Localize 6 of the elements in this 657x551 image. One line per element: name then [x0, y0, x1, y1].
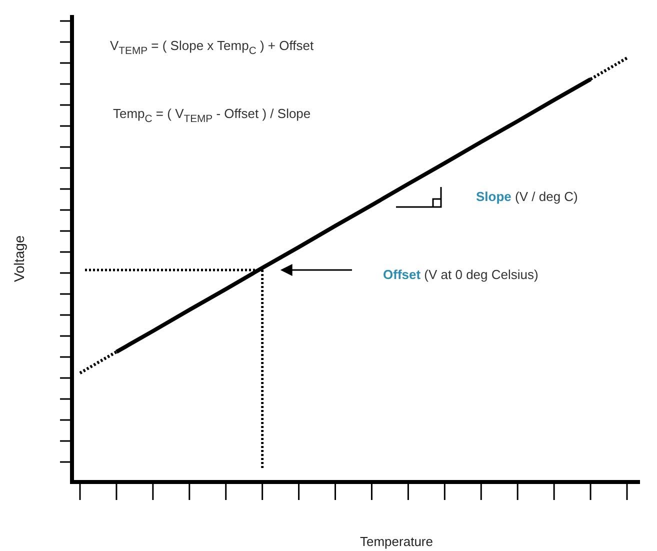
annotation: Slope (V / deg C)	[476, 189, 578, 204]
annotation: Temp$_{C}$ = ( V$_{TEMP}$ - Offset ) / Slope	[113, 106, 311, 124]
annotation: Offset (V at 0 deg Celsius)	[383, 267, 538, 282]
y-axis-title: Voltage	[11, 235, 27, 282]
text: V$_{TEMP}$ = ( Slope x Temp$_{C}$ ) + Offset	[110, 38, 314, 56]
x-axis-title: Temperature	[360, 534, 433, 549]
